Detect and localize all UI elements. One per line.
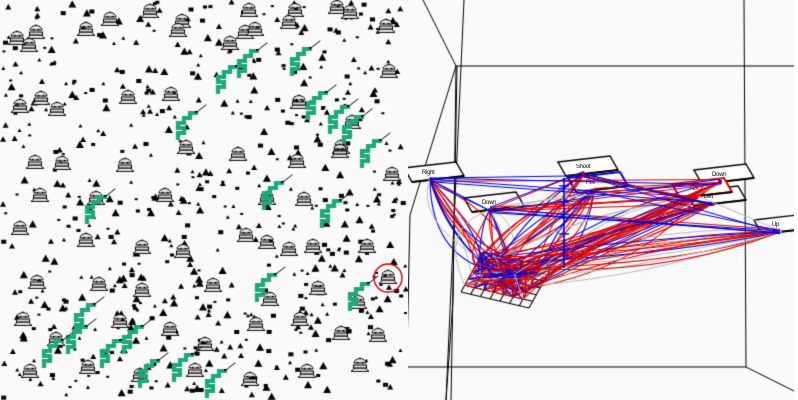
graph-node-label-left[interactable]: Left — [704, 194, 713, 200]
world-canvas[interactable] — [0, 0, 408, 400]
graph-node-label-noop[interactable]: NoOp — [690, 186, 705, 192]
graph-node-label-shoot[interactable]: Shoot — [576, 164, 591, 170]
graph-node-label-fire[interactable]: Fire — [586, 180, 596, 186]
graph-canvas[interactable] — [408, 0, 794, 400]
graph-node-label-down[interactable]: Down — [712, 172, 727, 178]
world-2d-panel[interactable] — [0, 0, 408, 400]
graph-node-label-down[interactable]: Down — [482, 200, 497, 206]
graph-3d-panel[interactable]: Right Down Shoot Fire Down Left Up NoOp — [408, 0, 794, 400]
graph-node-label-up[interactable]: Up — [772, 222, 780, 228]
graph-node-label-right[interactable]: Right — [422, 170, 435, 176]
